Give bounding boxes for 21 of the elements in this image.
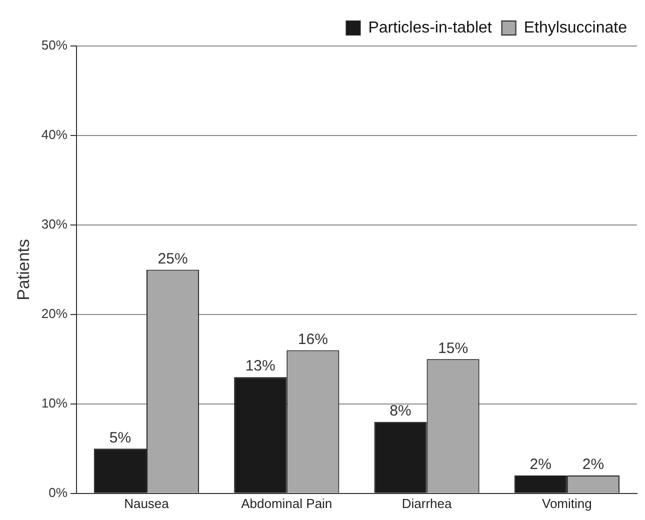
y-tick-label: 10%: [41, 396, 68, 410]
y-axis-title: Patients: [14, 238, 33, 300]
x-tick-label: Nausea: [124, 496, 170, 511]
data-label: 13%: [245, 358, 276, 375]
y-tick-label: 50%: [41, 38, 68, 53]
data-label: 25%: [158, 250, 188, 268]
data-label: 2%: [582, 456, 604, 474]
data-label: 15%: [438, 340, 468, 357]
data-label: 5%: [109, 429, 132, 446]
y-tick-label: 30%: [41, 216, 68, 232]
x-tick-label: Abdominal Pain: [241, 496, 332, 511]
x-tick-label: Vomiting: [542, 496, 592, 511]
data-label: 2%: [530, 456, 552, 474]
data-label: 8%: [390, 402, 412, 420]
legend-label: Particles-in-tablet: [368, 19, 492, 36]
y-tick-label: 20%: [41, 306, 68, 322]
y-tick-label: 40%: [41, 127, 68, 142]
y-tick-label: 0%: [48, 484, 68, 500]
data-label: 16%: [298, 330, 328, 348]
x-tick-label: Diarrhea: [402, 496, 452, 511]
legend-label: Ethylsuccinate: [524, 19, 628, 36]
